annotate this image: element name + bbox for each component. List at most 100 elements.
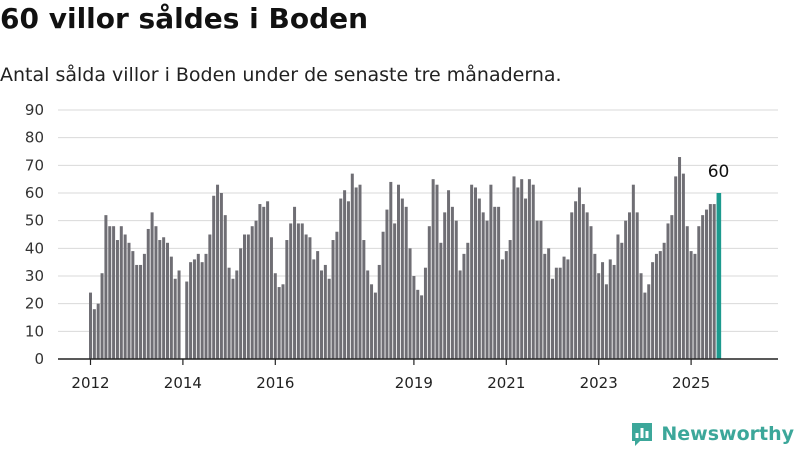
- bar: [658, 251, 662, 359]
- bar: [601, 262, 605, 359]
- y-tick-label: 60: [25, 184, 44, 202]
- bar: [139, 264, 143, 359]
- bar: [551, 278, 554, 359]
- bar: [385, 209, 389, 359]
- y-tick-label: 90: [25, 101, 44, 119]
- bar: [470, 184, 474, 359]
- bar: [246, 234, 250, 359]
- x-tick-label: 2021: [487, 374, 525, 392]
- bar: [562, 256, 566, 359]
- bar: [146, 228, 150, 359]
- bar: [616, 234, 620, 359]
- bar: [343, 190, 347, 359]
- bar: [208, 234, 212, 359]
- bar: [177, 270, 181, 359]
- bar: [693, 253, 697, 359]
- bar: [662, 242, 666, 359]
- bar: [108, 226, 112, 359]
- bar: [219, 193, 223, 359]
- bar: [489, 184, 493, 359]
- bar: [497, 206, 501, 359]
- bar: [189, 262, 193, 359]
- bar-highlight: [716, 193, 722, 359]
- bar: [689, 251, 693, 359]
- bar: [458, 270, 462, 359]
- y-axis-tick-labels: 0 10 20 30 40 50 60 70 80 90: [25, 101, 44, 368]
- bar: [142, 253, 146, 359]
- bar: [474, 187, 477, 359]
- bar: [389, 181, 393, 359]
- bar: [631, 184, 635, 359]
- bar: [285, 240, 289, 359]
- bar: [685, 226, 689, 359]
- bar: [339, 198, 343, 359]
- bar: [554, 267, 558, 359]
- bar: [447, 190, 451, 359]
- bar: [293, 206, 297, 359]
- bar: [477, 198, 481, 359]
- bar-chart: 0 10 20 30 40 50 60 70 80 90 2012 2014 2016 2019 2021…: [25, 101, 778, 392]
- bar: [308, 237, 312, 359]
- bar: [173, 278, 177, 359]
- bar: [485, 220, 489, 359]
- bar: [166, 242, 169, 359]
- bar: [524, 198, 528, 359]
- bar: [585, 212, 589, 359]
- bar: [624, 220, 628, 359]
- bar: [681, 173, 685, 359]
- bar: [400, 198, 404, 359]
- bar: [223, 215, 227, 359]
- bar: [481, 212, 485, 359]
- bar: [423, 267, 427, 359]
- bar: [158, 240, 162, 359]
- bar: [366, 270, 370, 359]
- bar: [281, 284, 285, 359]
- x-tick-label: 2014: [164, 374, 202, 392]
- y-tick-label: 70: [25, 156, 44, 174]
- bar: [412, 276, 416, 359]
- bar: [643, 292, 647, 359]
- bar: [539, 220, 543, 359]
- bar: [320, 270, 323, 359]
- bar: [373, 292, 377, 359]
- bar: [443, 212, 447, 359]
- bar: [250, 226, 254, 359]
- bar: [666, 223, 670, 359]
- bar: [712, 204, 716, 359]
- bar: [112, 226, 116, 359]
- newsworthy-logo-icon: [632, 423, 653, 446]
- bar: [705, 209, 708, 359]
- bars: [89, 157, 722, 359]
- bar: [566, 259, 570, 359]
- bar: [416, 289, 420, 359]
- bar: [516, 187, 520, 359]
- bar: [269, 237, 273, 359]
- bar: [258, 204, 262, 359]
- bar: [527, 179, 531, 359]
- bar: [512, 176, 516, 359]
- bar: [420, 295, 424, 359]
- bar: [500, 259, 504, 359]
- bar: [227, 267, 231, 359]
- x-tick-label: 2012: [71, 374, 109, 392]
- bar: [381, 231, 385, 359]
- bar: [435, 184, 439, 359]
- bar: [150, 212, 154, 359]
- bar: [462, 253, 466, 359]
- bar: [216, 184, 220, 359]
- bar: [204, 253, 208, 359]
- bar: [597, 273, 601, 359]
- bar: [262, 206, 266, 359]
- y-tick-label: 0: [34, 350, 44, 368]
- y-tick-label: 50: [25, 212, 44, 230]
- bar: [212, 195, 216, 359]
- bar: [312, 259, 316, 359]
- highlight-value-label: 60: [708, 162, 730, 182]
- bar: [273, 273, 277, 359]
- bar: [708, 204, 712, 359]
- bar: [100, 273, 104, 359]
- bar: [119, 226, 123, 359]
- bar: [131, 251, 135, 359]
- bar: [535, 220, 539, 359]
- bar: [289, 223, 293, 359]
